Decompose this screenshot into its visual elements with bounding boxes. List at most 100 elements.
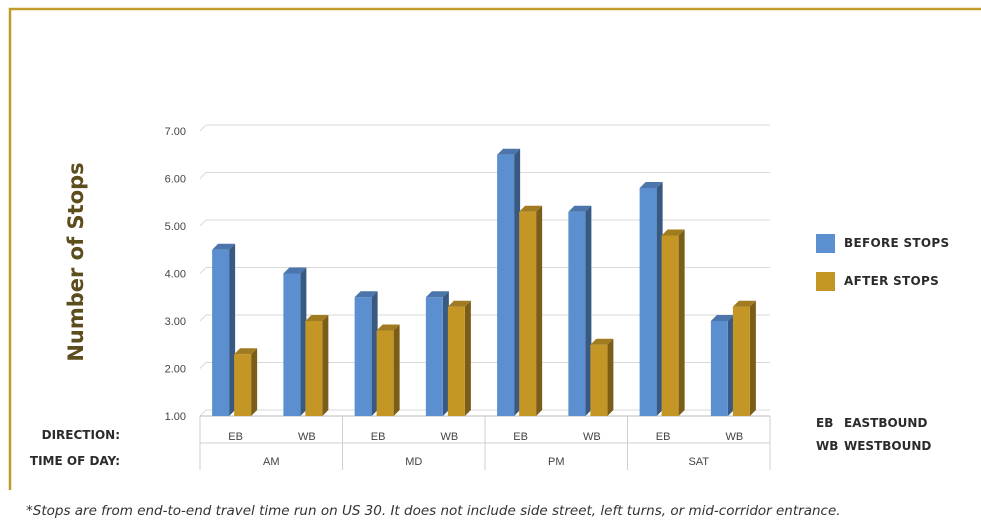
bar-before-side [514, 148, 521, 416]
bar-after-top [732, 300, 756, 307]
legend-item-before: BEFORE STOPS [816, 233, 949, 253]
bar-before-front [568, 211, 586, 416]
legend-swatch-before [816, 233, 835, 253]
bar-after-top [305, 315, 329, 321]
bar-before [212, 243, 236, 416]
bar-after-front [590, 344, 608, 416]
y-tick-label: 1.00 [165, 411, 186, 423]
bar-after-side [678, 229, 685, 416]
bar-after-front [661, 235, 679, 416]
bar-after-side [607, 338, 614, 416]
grid-line-depth [199, 362, 207, 369]
footnote: *Stops are from end-to-end travel time r… [26, 503, 841, 519]
bar-after [376, 324, 400, 416]
bar-after [447, 300, 471, 416]
bar-after-top [661, 229, 685, 236]
bar-after [661, 229, 685, 416]
bars [212, 148, 756, 416]
bar-before-side [585, 205, 592, 416]
bar-before-front [639, 188, 657, 416]
y-tick-label: 3.00 [165, 316, 186, 328]
bar-after-top [376, 324, 400, 331]
bar-after-front [447, 306, 465, 416]
bar-before [425, 291, 449, 416]
bar-before-top [639, 182, 663, 188]
x-category-label: WB [726, 431, 744, 443]
key-item-wb: WB WESTBOUND [816, 439, 931, 453]
grid-line-depth [199, 172, 207, 179]
bar-before-front [283, 273, 301, 416]
y-tick-label: 4.00 [165, 269, 186, 281]
bar-before-side [656, 182, 663, 416]
bar-after-front [234, 354, 252, 416]
bar-before [497, 148, 521, 416]
bar-before-top [212, 243, 236, 250]
y-axis-title: Number of Stops [64, 162, 88, 362]
grid-line-depth [199, 124, 207, 132]
bar-after-front [305, 321, 323, 416]
time-of-day-row-label: TIME OF DAY: [29, 454, 120, 468]
bar-after-side [393, 324, 400, 416]
bar-after-front [732, 306, 750, 416]
bar-after-side [251, 348, 258, 416]
bar-before-front [425, 297, 443, 416]
key-abbr-wb: WB [816, 439, 839, 453]
bar-before-side [300, 267, 307, 416]
bar-after [590, 338, 614, 416]
bar-before-top [568, 205, 592, 212]
x-group-label: AM [263, 456, 280, 468]
bar-before-side [727, 315, 734, 416]
key-text-wb: WESTBOUND [844, 439, 932, 453]
bar-before [639, 182, 663, 416]
y-tick-label: 5.00 [165, 221, 186, 233]
x-group-label: PM [548, 456, 565, 468]
bar-before [568, 205, 592, 416]
bar-before-top [354, 291, 378, 298]
bar-after-top [234, 348, 258, 355]
bar-before-front [497, 154, 515, 416]
bar-before-side [371, 291, 378, 416]
bar-before [710, 315, 734, 416]
x-category-label: WB [298, 431, 316, 443]
key-item-eb: EB EASTBOUND [816, 416, 927, 430]
bar-before-side [229, 243, 236, 416]
grid-line-depth [199, 314, 207, 322]
bar-before-top [425, 291, 449, 298]
grid-line-depth [199, 409, 207, 417]
x-group-label: SAT [688, 456, 709, 468]
bar-before-front [212, 249, 230, 416]
bar-after [519, 205, 543, 416]
bar-before-front [354, 297, 372, 416]
grid-line-depth [199, 267, 207, 274]
bar-after-front [519, 211, 537, 416]
bar-before [354, 291, 378, 416]
grid-line-depth [199, 219, 207, 227]
x-category-label: EB [513, 431, 528, 443]
bar-before-top [283, 267, 307, 274]
y-tick-label: 7.00 [165, 126, 186, 138]
y-tick-label: 2.00 [165, 364, 186, 376]
y-tick-label: 6.00 [165, 174, 186, 186]
bar-after [732, 300, 756, 416]
y-tick-labels: 1.00 2.00 3.00 4.00 5.00 6.00 7.00 [165, 126, 186, 423]
bar-after-side [749, 300, 756, 416]
bar-after-side [464, 300, 471, 416]
bar-before [283, 267, 307, 416]
legend-label-before: BEFORE STOPS [844, 236, 950, 250]
x-axis-labels: EB WB EB WB EB WB EB WB AM MD PM SAT [199, 416, 771, 470]
bar-after-front [376, 330, 394, 416]
bar-after [234, 348, 258, 416]
key-abbr-eb: EB [816, 416, 834, 430]
bar-after [305, 315, 329, 416]
legend-swatch-after [816, 271, 835, 291]
direction-row-label: DIRECTION: [41, 428, 120, 442]
x-category-label: WB [583, 431, 601, 443]
x-category-label: EB [371, 431, 386, 443]
bar-after-side [322, 315, 329, 416]
bar-after-top [519, 205, 543, 212]
frame-border [8, 7, 981, 490]
x-category-label: EB [656, 431, 671, 443]
bar-before-top [710, 315, 734, 321]
